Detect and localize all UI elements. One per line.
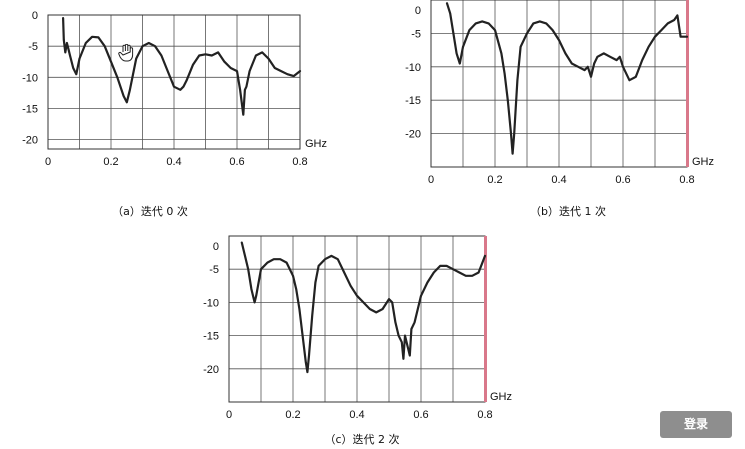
y-tick-label: -20 [203,364,219,376]
x-unit-label: GHz [692,156,714,168]
x-tick-label: 0.8 [477,409,492,421]
chart-3: 0 -5 -10 -15 -20 0 0.2 0.4 0.6 0.8 GHz （c）迭代 2 次 [203,235,512,446]
x-tick-label: 0.6 [615,174,630,186]
chart-caption: （b）迭代 1 次 [530,204,606,218]
x-tick-label: 0.4 [349,409,364,421]
series-line [61,17,302,116]
y-tick-label: -20 [405,129,421,141]
plot-frame [47,14,301,150]
x-tick-label: 0.8 [292,156,307,168]
y-tick-label: -5 [28,41,38,53]
x-tick-label: 0 [428,174,434,186]
x-tick-label: 0.2 [285,409,300,421]
y-tick-label: -10 [405,62,421,74]
x-tick-label: 0 [226,409,232,421]
x-tick-label: 0.4 [166,156,181,168]
x-tick-label: 0.2 [103,156,118,168]
x-tick-label: 0.4 [551,174,566,186]
x-unit-label: GHz [305,138,327,150]
y-tick-label: -15 [405,95,421,107]
x-tick-label: 0.6 [413,409,428,421]
y-tick-label: 0 [415,5,421,17]
login-button[interactable]: 登录 [660,411,732,438]
chart-1: 0 -5 -10 -15 -20 0 0.2 0.4 0.6 0.8 GHz （a）迭代 0 次 [22,10,327,218]
marker-bar [484,236,487,402]
series-line [445,2,689,155]
x-tick-label: 0.2 [487,174,502,186]
y-tick-label: 0 [32,10,38,22]
hand-pointer-icon [118,43,134,62]
y-tick-label: -10 [22,72,38,84]
y-tick-label: -5 [411,28,421,40]
x-tick-label: 0 [45,156,51,168]
y-tick-label: -5 [209,264,219,276]
x-tick-label: 0.6 [229,156,244,168]
chart-caption: （a）迭代 0 次 [112,204,188,218]
y-tick-label: 0 [213,241,219,253]
chart-2: 0 -5 -10 -15 -20 0 0.2 0.4 0.6 0.8 GHz （b）迭代 1 次 [405,0,714,218]
y-tick-label: -15 [203,331,219,343]
y-tick-label: -20 [22,135,38,147]
chart-caption: （c）迭代 2 次 [324,432,399,446]
x-tick-label: 0.8 [679,174,694,186]
y-tick-label: -15 [22,103,38,115]
y-tick-label: -10 [203,297,219,309]
x-unit-label: GHz [490,391,512,403]
marker-bar [686,0,689,167]
series-line [240,241,487,374]
